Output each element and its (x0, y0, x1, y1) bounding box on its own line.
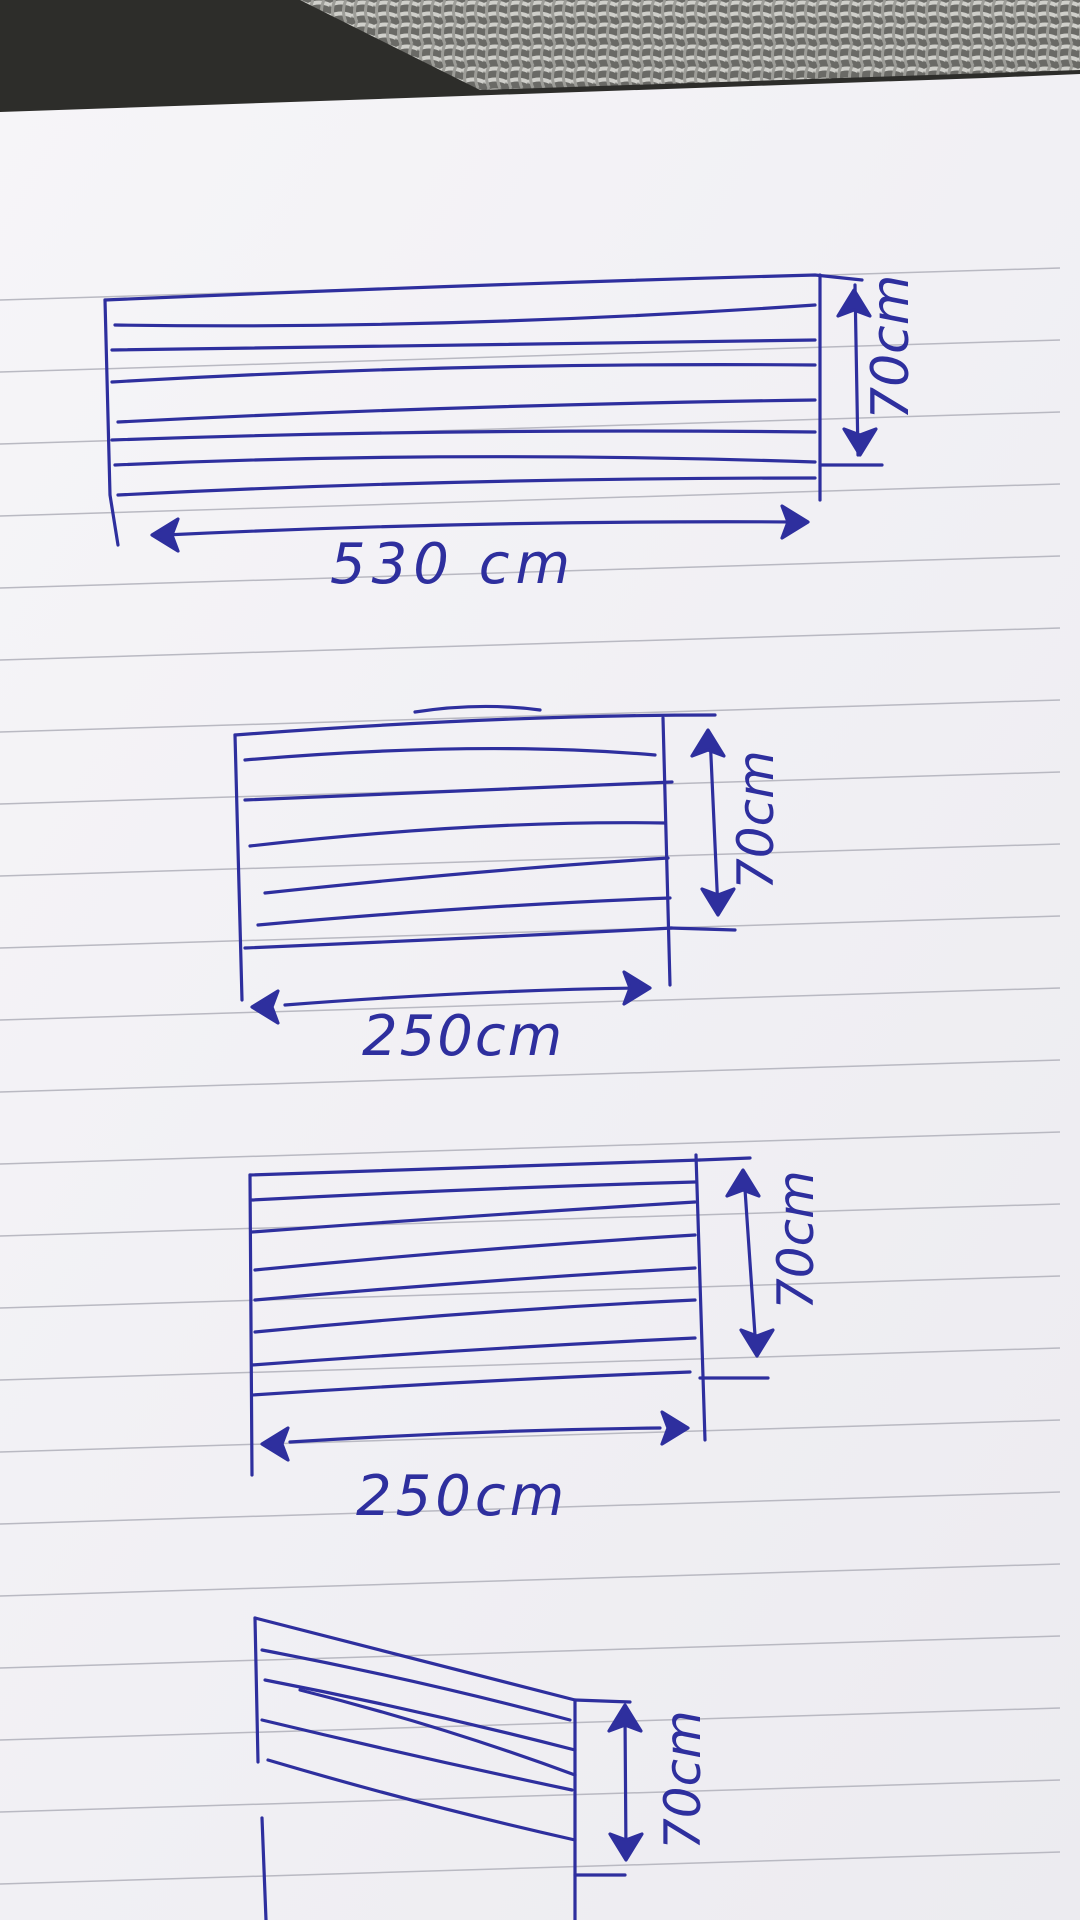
sketch-4-height-label: 70cm (654, 1710, 712, 1850)
ruled-line (0, 339, 1061, 373)
sketch-2-right-edge (661, 716, 672, 987)
sketch-3-width-arrow (288, 1426, 662, 1444)
sketch-3-stripe (250, 1370, 692, 1397)
ruled-line (0, 1491, 1061, 1525)
sketch-3-left-edge (248, 1173, 254, 1477)
sketch-4-stripe (260, 1718, 574, 1792)
ruled-line (0, 1707, 1061, 1741)
sketch-1-height-arrow-top-head (836, 288, 872, 318)
sketch-1-width-label: 530 cm (330, 532, 576, 597)
ruled-line (0, 1851, 1061, 1885)
ruled-line (0, 1131, 1061, 1165)
sketch-4-stripe (298, 1688, 577, 1777)
sketch-2-stripe (243, 746, 657, 762)
sketch-3-stripe (253, 1266, 697, 1302)
ruled-line (0, 627, 1061, 661)
ruled-line (0, 1059, 1061, 1093)
sketch-3-stripe (253, 1298, 697, 1334)
ruled-line (0, 483, 1061, 517)
sketch-1-stripe (110, 429, 817, 442)
sketch-2-height-arrow-bottom-head (700, 887, 736, 917)
sketch-1-left-edge (103, 298, 120, 547)
ruled-line (0, 699, 1061, 733)
ruled-line (0, 1203, 1061, 1237)
sketch-3-width-arrow-right-head (660, 1410, 690, 1446)
sketch-1-top-edge (103, 273, 864, 302)
sketch-3-height-arrow-bottom-head (739, 1328, 775, 1358)
sketch-1-stripe (116, 398, 817, 424)
sketch-3-height-arrow-top-head (725, 1168, 761, 1198)
sketch-4-lower-left-line (260, 1816, 268, 1920)
sketch-3-height-arrow (742, 1173, 758, 1352)
sketch-1-width-arrow-left-head (150, 517, 180, 553)
sketch-2-width-arrow (283, 986, 642, 1007)
sketch-2-stripe (243, 926, 674, 950)
sketch-2-stripe (248, 821, 667, 848)
sketch-4-height-arrow (623, 1713, 628, 1857)
sketch-2-overstroke (413, 704, 542, 714)
sketch-1-height-arrow (853, 283, 860, 457)
sketch-1-stripe (113, 303, 817, 328)
sketch-2-stripe (243, 780, 674, 802)
sketch-2-width-arrow-left-head (250, 989, 280, 1025)
sketch-2-top-edge (233, 713, 717, 737)
sketch-1-stripe (110, 363, 817, 384)
sketch-3-right-edge (694, 1153, 707, 1442)
sketch-3-stripe (250, 1200, 697, 1234)
ruled-line (0, 1419, 1061, 1453)
sketch-3-width-arrow-left-head (260, 1426, 290, 1462)
sketch-1-height-label: 70cm (861, 275, 921, 420)
sketch-4-stripe (260, 1648, 572, 1722)
sketch-2-bottom-tick (668, 926, 737, 932)
sketch-3-height-label: 70cm (767, 1170, 825, 1310)
ruled-line (0, 1275, 1061, 1309)
ruled-line (0, 555, 1061, 589)
sketch-2-stripe (263, 856, 670, 895)
ruled-line (0, 1779, 1061, 1813)
sketch-4-height-arrow-top-head (607, 1703, 643, 1733)
sketch-1-stripe (110, 338, 817, 352)
sketch-4-stripe (263, 1678, 577, 1752)
ruled-line (0, 987, 1061, 1021)
sketch-4-top-edge (253, 1616, 577, 1702)
sketch-3-top-edge (248, 1158, 702, 1177)
sketch-3-stripe (253, 1233, 697, 1272)
sketch-1-stripe (113, 455, 817, 467)
sketch-2-left-edge (233, 733, 244, 1002)
ink-drawings (103, 273, 884, 1920)
sketch-3-stripe (250, 1336, 697, 1367)
sketch-1-width-arrow (163, 520, 802, 537)
sketch-2-stripe (256, 896, 672, 927)
ruled-line (0, 1635, 1061, 1669)
ruled-line (0, 915, 1061, 949)
ruled-line (0, 843, 1061, 877)
ruled-line (0, 1563, 1061, 1597)
sketch-1-height-arrow-bottom-head (842, 427, 878, 457)
sketch-4-top-tick (573, 1698, 632, 1704)
sketch-3-width-label: 250cm (356, 1464, 568, 1529)
sketch-2-height-arrow (708, 733, 720, 912)
sketch-4-left-edge (253, 1616, 260, 1764)
sketch-2-height-label: 70cm (727, 750, 785, 890)
sketch-3-stripe (250, 1180, 697, 1202)
sketch-4-stripe (266, 1758, 577, 1842)
ruled-line (0, 1347, 1061, 1381)
woven-chair (300, 0, 1080, 90)
sketch-3-top-tick (698, 1156, 752, 1162)
sketch-2-width-label: 250cm (362, 1004, 564, 1069)
notebook-page (0, 74, 1080, 1920)
sketch-1-width-arrow-right-head (780, 504, 810, 540)
sketch-1-stripe (116, 476, 817, 497)
sketch-4-height-arrow-bottom-head (608, 1832, 644, 1862)
sketch-2-width-arrow-right-head (622, 970, 652, 1006)
sketch-2-height-arrow-top-head (690, 728, 726, 758)
